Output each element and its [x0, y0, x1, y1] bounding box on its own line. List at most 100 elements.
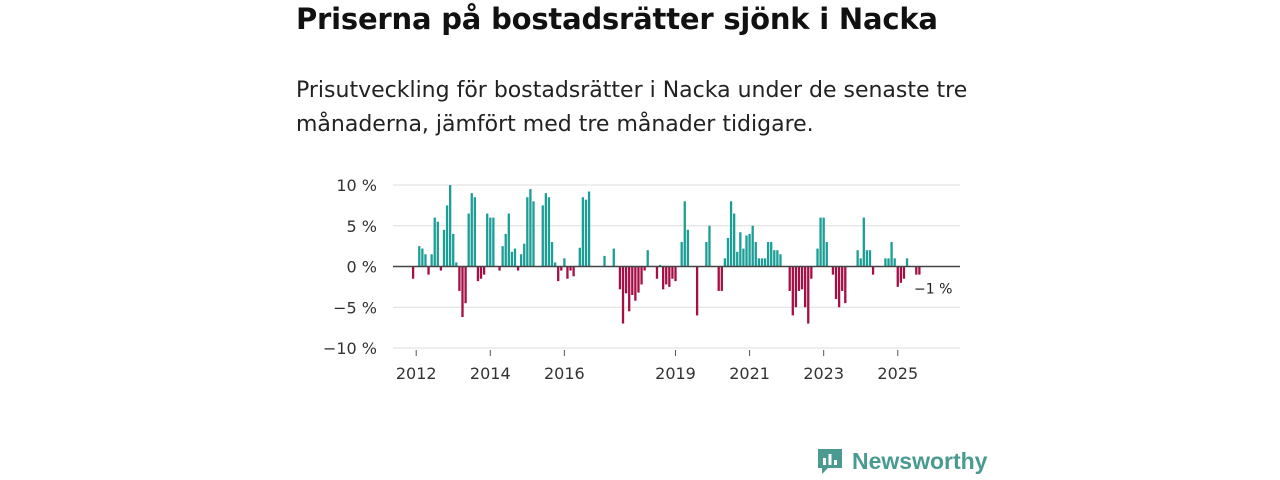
y-tick-label: −5 % [333, 298, 377, 317]
newsworthy-logo-icon [818, 449, 842, 474]
bar [467, 213, 470, 267]
bar [455, 262, 458, 267]
bar [452, 233, 455, 267]
bar [736, 251, 739, 267]
bar [773, 250, 776, 267]
newsworthy-logo: Newsworthy [815, 446, 987, 476]
bar [674, 266, 677, 282]
x-tick-label: 2014 [470, 364, 511, 383]
bar [868, 250, 872, 267]
bar [902, 266, 906, 279]
bar [705, 242, 708, 267]
bar [668, 266, 671, 287]
bar [628, 266, 631, 312]
bar [763, 258, 767, 267]
y-tick-label: 10 % [336, 176, 377, 195]
bar [739, 232, 742, 267]
bar [547, 197, 551, 267]
bar [489, 217, 492, 267]
bar [791, 266, 794, 316]
bar [748, 233, 751, 267]
bar [631, 266, 634, 296]
bar [637, 266, 640, 293]
bar [470, 193, 473, 267]
bar [557, 266, 560, 282]
bar [587, 191, 591, 267]
bar [427, 266, 430, 275]
bar [695, 266, 699, 316]
x-tick-label: 2025 [877, 364, 918, 383]
bar [566, 266, 569, 279]
bar [708, 225, 711, 267]
bar [831, 266, 835, 275]
bar [918, 266, 921, 275]
bar [584, 199, 588, 267]
bar [834, 266, 838, 300]
x-tick-label: 2023 [803, 364, 844, 383]
bar [486, 213, 489, 267]
bar [510, 251, 514, 267]
bar [513, 248, 517, 267]
bar [544, 193, 547, 267]
bar [671, 266, 674, 279]
bar [720, 266, 723, 291]
bar [643, 266, 646, 271]
bar [439, 266, 443, 271]
bar-chart: 10 % 5 % 0 % −5 % −10 % 2012 2014 2016 2019 2021… [323, 176, 960, 383]
bar [776, 250, 779, 267]
bar [804, 266, 807, 308]
bar [754, 242, 757, 267]
bar [526, 197, 529, 267]
bar [865, 250, 869, 267]
brand-name: Newsworthy [852, 447, 988, 474]
bar [646, 250, 649, 267]
bar [794, 266, 798, 308]
bar [893, 258, 896, 267]
bar [430, 254, 433, 267]
bars [411, 185, 921, 324]
bar [621, 266, 625, 324]
bar [603, 255, 606, 267]
bar [717, 266, 720, 291]
bar [683, 201, 686, 267]
bar [822, 217, 825, 267]
bar [520, 254, 523, 267]
bar [618, 266, 622, 290]
bar [810, 266, 813, 279]
bar [800, 266, 804, 290]
bar [723, 258, 727, 267]
bar [464, 266, 467, 304]
bar [563, 258, 566, 267]
bar [476, 266, 480, 282]
bar [844, 266, 847, 304]
bar [760, 258, 764, 267]
bar [424, 254, 427, 267]
bar [658, 264, 662, 267]
bar [553, 262, 557, 267]
last-value-label: −1 % [914, 281, 952, 297]
bar [640, 266, 643, 285]
bar [529, 189, 532, 267]
bar [757, 258, 760, 267]
bar [541, 205, 544, 267]
bar [825, 242, 828, 267]
bar [742, 248, 745, 267]
y-tick-label: 0 % [347, 258, 377, 277]
bar [655, 266, 659, 279]
bar [501, 246, 504, 267]
bar [770, 242, 773, 267]
bar [766, 242, 770, 267]
bar [612, 248, 615, 267]
bar [581, 197, 585, 267]
bar [733, 213, 736, 267]
y-tick-label: −10 % [323, 339, 377, 358]
bar [507, 213, 510, 267]
bar [871, 266, 875, 275]
bar [436, 221, 439, 267]
bar [899, 266, 903, 283]
bar [751, 225, 754, 267]
bar [680, 242, 683, 267]
bar [797, 266, 801, 291]
bar [634, 266, 637, 301]
x-tick-label: 2021 [729, 364, 770, 383]
